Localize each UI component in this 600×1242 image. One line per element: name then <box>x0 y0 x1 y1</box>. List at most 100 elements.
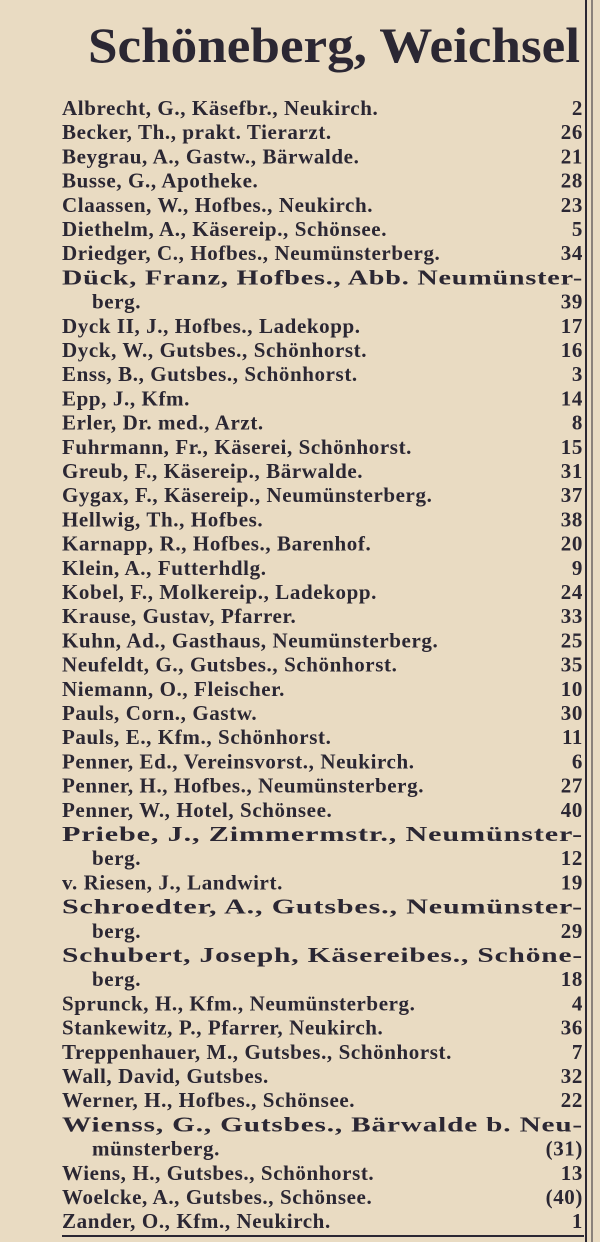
entry-text: Diethelm, A., Käsereip., Schönsee. <box>62 217 387 241</box>
entry-text: Wall, David, Gutsbes. <box>62 1064 269 1088</box>
entry-text: Fuhrmann, Fr., Käserei, Schönhorst. <box>62 435 412 459</box>
entry: Driedger, C., Hofbes., Neumünsterberg. 34 <box>62 241 583 265</box>
entry: Wiens, H., Gutsbes., Schönhorst. 13 <box>62 1161 583 1185</box>
entry-number: 4 <box>572 991 583 1015</box>
entry-text: Dyck II, J., Hofbes., Ladekopp. <box>62 314 361 338</box>
entry: Becker, Th., prakt. Tierarzt. 26 <box>62 120 583 144</box>
entry: Claassen, W., Hofbes., Neukirch. 23 <box>62 193 583 217</box>
entry-text: Woelcke, A., Gutsbes., Schönsee. <box>62 1185 372 1209</box>
entry-list: Albrecht, G., Käsefbr., Neukirch. 2Becker… <box>62 96 583 1233</box>
entry: Erler, Dr. med., Arzt. 8 <box>62 411 582 435</box>
entry-continuation: berg. <box>92 846 141 870</box>
entry: Treppenhauer, M., Gutsbes., Schönhorst. 7 <box>62 1040 583 1064</box>
entry-text: Dyck, W., Gutsbes., Schönhorst. <box>62 338 367 362</box>
entry-number: 34 <box>561 241 583 265</box>
entry: Penner, Ed., Vereinsvorst., Neukirch. 6 <box>62 749 583 773</box>
entry-number: 6 <box>572 749 583 773</box>
entry: Klein, A., Futterhdlg. 9 <box>62 556 583 580</box>
entry-text: Driedger, C., Hofbes., Neumünsterberg. <box>62 241 440 265</box>
title: Schöneberg, Weichsel <box>88 17 580 73</box>
entry-text: Busse, G., Apotheke. <box>62 169 258 193</box>
entry-number: 27 <box>561 774 583 798</box>
entry-text: Penner, Ed., Vereinsvorst., Neukirch. <box>62 749 415 773</box>
entry-text: Kuhn, Ad., Gasthaus, Neumünsterberg. <box>62 628 438 652</box>
entry-number: 1 <box>572 1209 583 1233</box>
entry: Diethelm, A., Käsereip., Schönsee. 5 <box>62 217 583 241</box>
entry-number: 36 <box>561 1016 583 1040</box>
entry-text: Schubert, Joseph, Käsereibes., Schöne- <box>62 943 583 967</box>
entry: Woelcke, A., Gutsbes., Schönsee. (40) <box>62 1185 583 1209</box>
entry-number: 18 <box>561 967 583 991</box>
entry: Schroedter, A., Gutsbes., Neumünster-ber… <box>62 895 582 943</box>
entry-text: Sprunck, H., Kfm., Neumünsterberg. <box>62 991 416 1015</box>
entry-number: 21 <box>561 144 583 168</box>
entry-number: 13 <box>561 1161 583 1185</box>
entry: Pauls, E., Kfm., Schönhorst. 11 <box>62 725 583 749</box>
entry: Zander, O., Kfm., Neukirch. 1 <box>62 1209 583 1233</box>
entry-number: 23 <box>561 193 583 217</box>
entry-text: Priebe, J., Zimmermstr., Neumünster- <box>62 822 583 846</box>
entry-number: 11 <box>562 725 583 749</box>
entry-number: 9 <box>572 556 583 580</box>
entry-number: 14 <box>561 386 583 410</box>
entry-number: 7 <box>572 1040 583 1064</box>
entry: Neufeldt, G., Gutsbes., Schönhorst. 35 <box>62 653 583 677</box>
entry-number: 33 <box>561 604 583 628</box>
entry: Sprunck, H., Kfm., Neumünsterberg. 4 <box>62 991 583 1015</box>
entry-number: 16 <box>561 338 583 362</box>
entry-number: 2 <box>572 96 583 120</box>
entry-number: (31) <box>546 1137 583 1161</box>
entry: Albrecht, G., Käsefbr., Neukirch. 2 <box>62 96 583 120</box>
entry-number: 10 <box>561 677 583 701</box>
entry: Busse, G., Apotheke. 28 <box>62 169 582 193</box>
entry: Kobel, F., Molkereip., Ladekopp. 24 <box>62 580 583 604</box>
entry-number: (40) <box>546 1185 583 1209</box>
entry: Penner, H., Hofbes., Neumünsterberg. 27 <box>62 774 583 798</box>
entry: Fuhrmann, Fr., Käserei, Schönhorst. 15 <box>62 435 583 459</box>
entry-text: Wiens, H., Gutsbes., Schönhorst. <box>62 1161 374 1185</box>
entry: Enss, B., Gutsbes., Schönhorst. 3 <box>62 362 582 386</box>
entry: Hellwig, Th., Hofbes. 38 <box>62 507 583 531</box>
entry-text: Epp, J., Kfm. <box>62 386 190 410</box>
entry: v. Riesen, J., Landwirt. 19 <box>62 870 583 894</box>
entry-number: 26 <box>561 120 583 144</box>
entry-text: Stankewitz, P., Pfarrer, Neukirch. <box>62 1016 383 1040</box>
entry-text: v. Riesen, J., Landwirt. <box>62 870 283 894</box>
entry-number: 5 <box>572 217 583 241</box>
entry-number: 38 <box>561 507 583 531</box>
entry: Stankewitz, P., Pfarrer, Neukirch. 36 <box>62 1016 583 1040</box>
entry-number: 37 <box>561 483 583 507</box>
entry-number: 25 <box>561 628 583 652</box>
entry-number: 22 <box>561 1088 583 1112</box>
entry: Krause, Gustav, Pfarrer. 33 <box>62 604 583 628</box>
entry-text: Treppenhauer, M., Gutsbes., Schönhorst. <box>62 1040 452 1064</box>
entry: Schubert, Joseph, Käsereibes., Schöne-be… <box>62 943 583 991</box>
entry: Priebe, J., Zimmermstr., Neumünster-berg… <box>62 822 583 870</box>
entry: Gygax, F., Käsereip., Neumünsterberg. 37 <box>62 483 583 507</box>
entry-number: 24 <box>561 580 583 604</box>
entry-number: 19 <box>561 870 583 894</box>
entry-number: 15 <box>561 435 583 459</box>
entry-text: Beygrau, A., Gastw., Bärwalde. <box>62 144 359 168</box>
entry: Karnapp, R., Hofbes., Barenhof. 20 <box>62 532 583 556</box>
entry: Dyck II, J., Hofbes., Ladekopp. 17 <box>62 314 582 338</box>
entry-text: Zander, O., Kfm., Neukirch. <box>62 1209 331 1233</box>
entry: Kuhn, Ad., Gasthaus, Neumünsterberg. 25 <box>62 628 583 652</box>
entry: Wienss, G., Gutsbes., Bärwalde b. Neu-mü… <box>62 1112 583 1161</box>
entry-number: 39 <box>561 290 583 314</box>
entry-number: 20 <box>561 532 583 556</box>
entry-text: Niemann, O., Fleischer. <box>62 677 285 701</box>
entry: Penner, W., Hotel, Schönsee. 40 <box>62 798 582 822</box>
entry-continuation: berg. <box>92 919 141 943</box>
entry: Dück, Franz, Hofbes., Abb. Neumünster-be… <box>62 265 583 314</box>
entry-text: Erler, Dr. med., Arzt. <box>62 411 264 435</box>
entry-number: 35 <box>561 653 583 677</box>
entry-text: Wienss, G., Gutsbes., Bärwalde b. Neu- <box>62 1112 583 1136</box>
entry: Dyck, W., Gutsbes., Schönhorst. 16 <box>62 338 583 362</box>
entry: Wall, David, Gutsbes. 32 <box>62 1064 582 1088</box>
entry: Niemann, O., Fleischer. 10 <box>62 677 583 701</box>
entry-number: 12 <box>561 846 583 870</box>
entry-text: Hellwig, Th., Hofbes. <box>62 507 263 531</box>
